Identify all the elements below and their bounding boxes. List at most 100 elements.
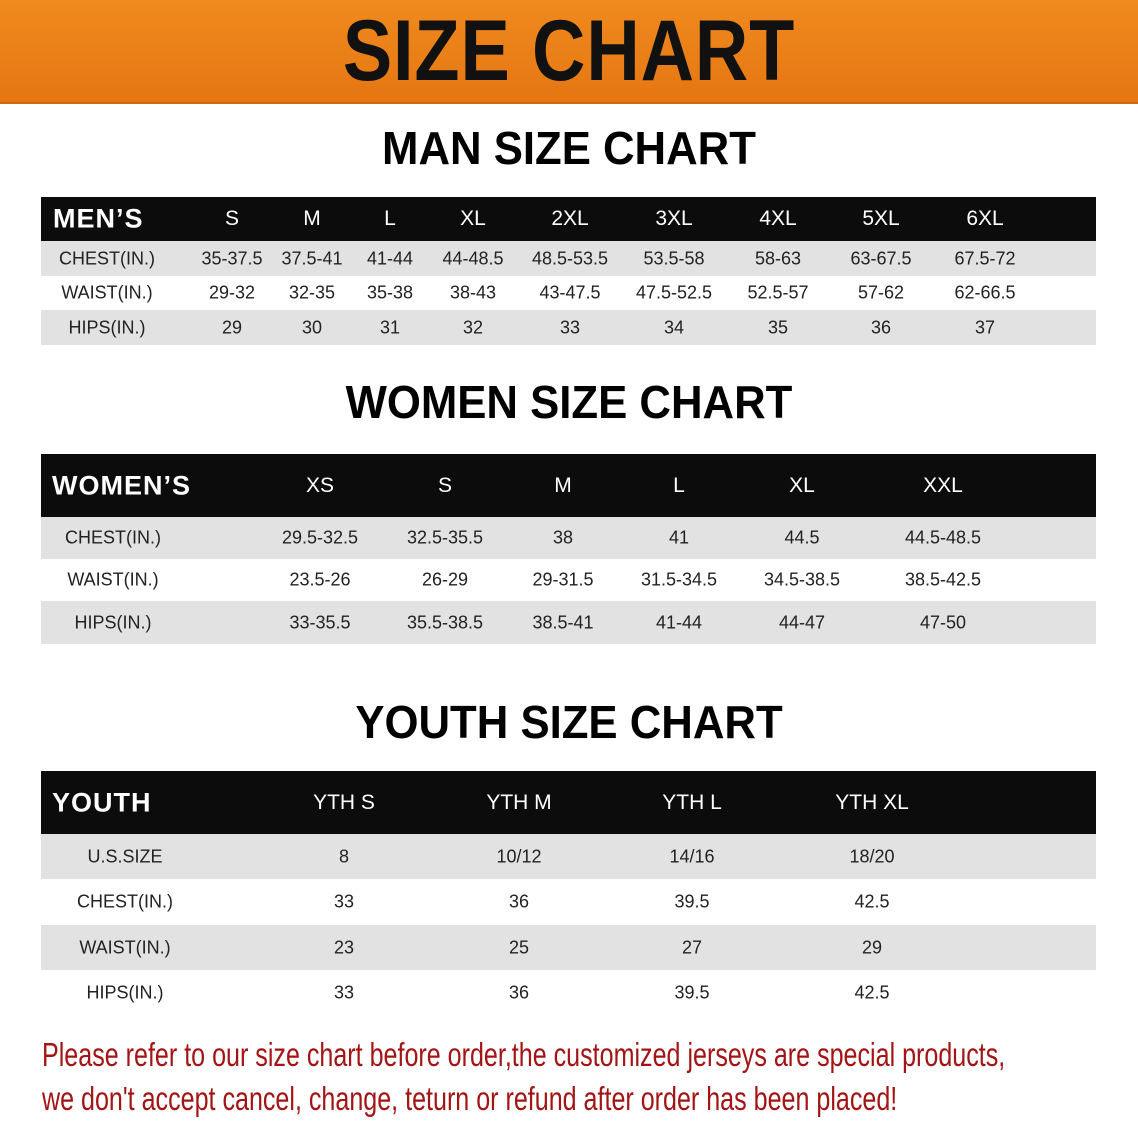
- table-cell: 57-62: [857, 282, 905, 303]
- size-header: XXL: [923, 473, 963, 497]
- row-label: HIPS(IN.): [68, 317, 146, 337]
- size-header: XL: [460, 207, 486, 230]
- table-cell: 43-47.5: [539, 282, 601, 303]
- table-cell: 44-47: [778, 612, 826, 632]
- table-cell: 67.5-72: [954, 248, 1016, 268]
- row-label: CHEST(IN.): [77, 891, 173, 912]
- table-cell: 23.5-26: [289, 569, 351, 590]
- table-cell: 32-35: [288, 282, 336, 303]
- size-header: M: [554, 473, 572, 497]
- row-label: WAIST(IN.): [79, 937, 171, 957]
- row-label: WAIST(IN.): [67, 569, 159, 590]
- youth-section-title: YOUTH SIZE CHART: [355, 696, 783, 748]
- table-row: WAIST(IN.) 29-32 32-35 35-38 38-43 43-47.5 47.…: [41, 276, 1096, 310]
- table-cell: 39.5: [674, 982, 710, 1003]
- table-cell: 25: [508, 937, 530, 957]
- table-cell: 29: [221, 317, 243, 337]
- size-header: L: [673, 473, 685, 497]
- table-cell: 38: [552, 527, 574, 548]
- size-header: XL: [789, 473, 815, 497]
- size-header: 4XL: [759, 207, 797, 230]
- table-cell: 26-29: [421, 569, 469, 590]
- size-header: S: [224, 207, 240, 230]
- size-header: YTH S: [313, 790, 375, 814]
- table-cell: 14/16: [669, 846, 715, 866]
- table-cell: 33-35.5: [289, 612, 351, 632]
- table-cell: 42.5: [854, 891, 890, 912]
- table-cell: 32: [462, 317, 484, 337]
- table-row: HIPS(IN.) 29 30 31 32 33 34 35 36 37: [41, 310, 1096, 345]
- table-cell: 53.5-58: [643, 248, 705, 268]
- table-cell: 33: [559, 317, 581, 337]
- table-cell: 47-50: [919, 612, 967, 632]
- size-header: 3XL: [655, 207, 693, 230]
- table-cell: 63-67.5: [850, 248, 912, 268]
- table-cell: 32.5-35.5: [406, 527, 484, 548]
- row-label: CHEST(IN.): [65, 527, 161, 548]
- table-cell: 23: [333, 937, 355, 957]
- women-size-table: WOMEN’S XS S M L XL XXL CHEST(IN.) 29.5-32.5 32.5…: [41, 454, 1096, 644]
- row-label: WAIST(IN.): [61, 282, 153, 303]
- table-row: CHEST(IN.) 33 36 39.5 42.5: [41, 879, 1096, 925]
- size-header: XS: [305, 473, 335, 497]
- table-row: HIPS(IN.) 33-35.5 35.5-38.5 38.5-41 41-44 44-…: [41, 601, 1096, 644]
- table-header-row: MEN’S S M L XL 2XL 3XL 4XL 5XL 6XL: [41, 197, 1096, 241]
- table-cell: 39.5: [674, 891, 710, 912]
- size-header: YTH XL: [835, 790, 909, 814]
- table-cell: 47.5-52.5: [635, 282, 713, 303]
- table-row: WAIST(IN.) 23.5-26 26-29 29-31.5 31.5-34.5 34…: [41, 559, 1096, 601]
- table-cell: 62-66.5: [954, 282, 1016, 303]
- table-cell: 41-44: [655, 612, 703, 632]
- size-header: 2XL: [551, 207, 589, 230]
- row-label: CHEST(IN.): [59, 248, 155, 268]
- table-cell: 18/20: [849, 846, 895, 866]
- table-row: WAIST(IN.) 23 25 27 29: [41, 925, 1096, 970]
- table-cell: 41-44: [366, 248, 414, 268]
- youth-size-table: YOUTH YTH S YTH M YTH L YTH XL U.S.SIZE 8 10/12…: [41, 771, 1096, 1016]
- table-cell: 31: [379, 317, 401, 337]
- table-cell: 34: [663, 317, 685, 337]
- table-title-cell: WOMEN’S: [52, 470, 191, 500]
- banner: SIZE CHART: [0, 0, 1138, 104]
- table-cell: 29: [861, 937, 883, 957]
- table-title-cell: MEN’S: [53, 203, 144, 234]
- table-cell: 48.5-53.5: [531, 248, 609, 268]
- size-header: YTH M: [486, 790, 552, 814]
- note-line-2: we don't accept cancel, change, teturn o…: [42, 1080, 898, 1117]
- table-row: U.S.SIZE 8 10/12 14/16 18/20: [41, 834, 1096, 879]
- table-cell: 29-31.5: [532, 569, 594, 590]
- table-header-row: WOMEN’S XS S M L XL XXL: [41, 454, 1096, 517]
- men-size-table: MEN’S S M L XL 2XL 3XL 4XL 5XL 6XL CHEST(IN.) 35-37…: [41, 197, 1096, 345]
- table-cell: 35-38: [366, 282, 414, 303]
- table-cell: 29-32: [208, 282, 256, 303]
- table-cell: 37.5-41: [281, 248, 343, 268]
- table-cell: 35.5-38.5: [406, 612, 484, 632]
- table-cell: 41: [668, 527, 690, 548]
- banner-title: SIZE CHART: [342, 3, 796, 99]
- table-cell: 42.5: [854, 982, 890, 1003]
- table-cell: 36: [508, 891, 530, 912]
- table-cell: 33: [333, 982, 355, 1003]
- table-cell: 44-48.5: [442, 248, 504, 268]
- size-header: S: [437, 473, 453, 497]
- table-cell: 27: [681, 937, 703, 957]
- table-cell: 36: [870, 317, 892, 337]
- table-cell: 33: [333, 891, 355, 912]
- table-cell: 35: [767, 317, 789, 337]
- row-label: HIPS(IN.): [74, 612, 152, 632]
- table-cell: 30: [301, 317, 323, 337]
- size-header: L: [384, 207, 396, 230]
- table-cell: 37: [974, 317, 996, 337]
- note-line-1: Please refer to our size chart before or…: [42, 1036, 1006, 1073]
- table-cell: 36: [508, 982, 530, 1003]
- table-header-row: YOUTH YTH S YTH M YTH L YTH XL: [41, 771, 1096, 834]
- table-cell: 38.5-41: [532, 612, 594, 632]
- table-cell: 44.5-48.5: [904, 527, 982, 548]
- table-title-cell: YOUTH: [52, 787, 152, 817]
- table-cell: 52.5-57: [747, 282, 809, 303]
- size-header: M: [303, 207, 321, 230]
- table-cell: 34.5-38.5: [763, 569, 841, 590]
- table-cell: 8: [338, 846, 350, 866]
- table-cell: 10/12: [496, 846, 542, 866]
- women-section-title: WOMEN SIZE CHART: [345, 376, 793, 428]
